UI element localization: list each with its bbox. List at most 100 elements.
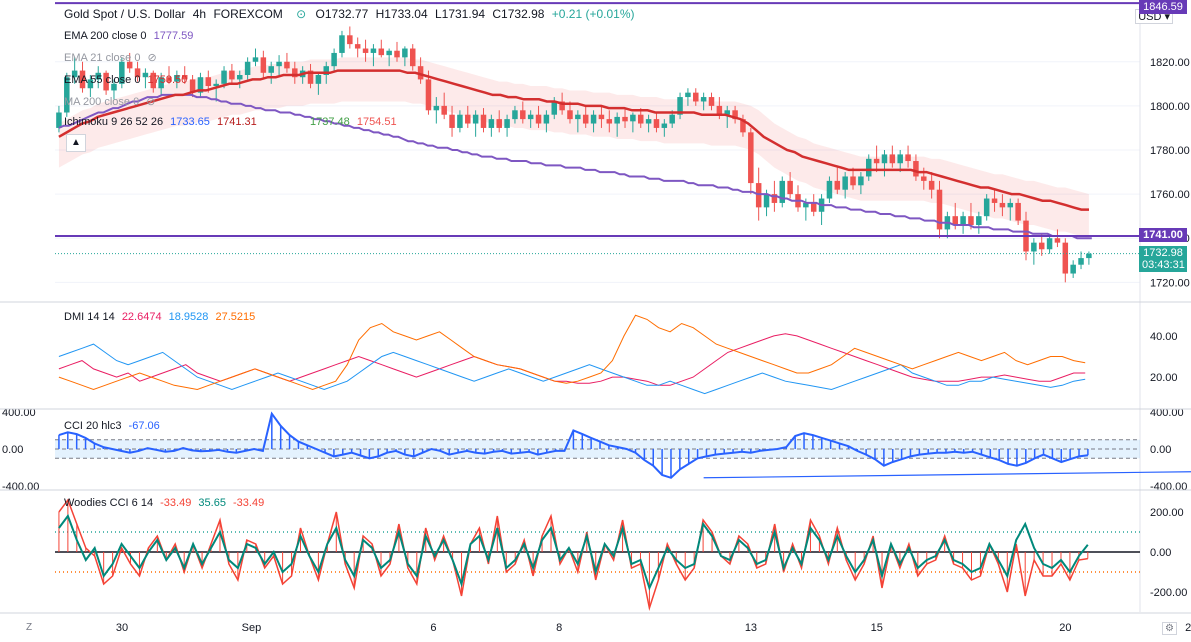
- candle-body: [873, 158, 880, 164]
- legend-cci[interactable]: CCI 20 hlc3 -67.06: [64, 420, 164, 433]
- candle-body: [386, 50, 392, 56]
- legend-ema55[interactable]: EMA 55 close 0 1753.50: [64, 74, 191, 87]
- candle-body: [999, 202, 1006, 208]
- horizontal-levels[interactable]: [55, 2, 1140, 255]
- candle-body: [370, 48, 377, 53]
- candle-body: [260, 57, 267, 73]
- dmi-minus-line: [58, 343, 1086, 395]
- price-tag-last-value: 1732.98: [1143, 247, 1183, 259]
- candle-body: [237, 75, 243, 80]
- candle-body: [181, 75, 188, 80]
- candle-body: [189, 79, 196, 93]
- time-tick-label: 30: [116, 622, 128, 634]
- candle-body: [881, 154, 888, 164]
- settings-gear-icon[interactable]: ⚙: [1162, 622, 1177, 635]
- candle-body: [520, 110, 526, 120]
- chevron-up-icon: ▲: [71, 137, 81, 148]
- candle-body: [716, 105, 723, 115]
- price-tick-label: 1820.00: [1150, 57, 1190, 69]
- woodies-cci-line: [58, 498, 1088, 611]
- symbol-interval: 4h: [192, 7, 207, 21]
- ohlc-high: H1733.04: [375, 7, 428, 21]
- candle-body: [158, 77, 164, 89]
- legend-ema200[interactable]: EMA 200 close 0 1777.59: [64, 30, 197, 43]
- candle-body: [417, 66, 424, 80]
- candle-body: [567, 110, 573, 120]
- legend-ichimoku[interactable]: Ichimoku 9 26 52 26 1733.65 1741.31: [64, 116, 261, 129]
- time-tick-label: 22: [1185, 622, 1191, 634]
- legend-ichimoku-tenkan: 1733.65: [170, 116, 210, 128]
- candle-body: [826, 180, 833, 199]
- candle-body: [637, 114, 644, 124]
- candle-body: [779, 180, 786, 203]
- candle-body: [268, 66, 274, 73]
- legend-ichimoku-kijun: 1741.31: [216, 116, 257, 128]
- candlestick-series[interactable]: [56, 26, 1092, 283]
- time-tick-label: 15: [871, 622, 883, 634]
- legend-dmi[interactable]: DMI 14 14 22.6474 18.9528 27.5215: [64, 311, 259, 324]
- candle-body: [897, 154, 903, 164]
- legend-ma200-name: MA 200 close 0: [64, 96, 140, 108]
- price-tag-resistance[interactable]: 1846.59: [1139, 0, 1187, 14]
- legend-ma200[interactable]: MA 200 close 0 ⊘: [64, 96, 160, 109]
- price-tag-resistance-value: 1846.59: [1143, 1, 1183, 13]
- legend-woodies-name: Woodies CCI 6 14: [64, 497, 154, 509]
- candle-body: [905, 154, 911, 162]
- candle-body: [213, 83, 219, 87]
- ohlc-low: L1731.94: [434, 7, 486, 21]
- cci-left-tick-label: -400.00: [2, 481, 39, 493]
- moving-average-lines: [58, 69, 1092, 240]
- woodies-tick-label: 200.00: [1150, 507, 1184, 519]
- candle-body: [252, 57, 259, 62]
- legend-ema21[interactable]: EMA 21 close 0 ⊘: [64, 52, 161, 65]
- candle-body: [928, 180, 935, 190]
- candle-body: [913, 161, 919, 177]
- price-tick-label: 1720.00: [1150, 277, 1190, 289]
- candle-body: [787, 180, 793, 195]
- cci-tick-label: 0.00: [1150, 444, 1171, 456]
- price-tick-label: 1760.00: [1150, 189, 1190, 201]
- woodies-tick-label: 0.00: [1150, 547, 1171, 559]
- candle-body: [991, 198, 998, 203]
- time-tick-label: Sep: [242, 622, 262, 634]
- price-tag-support[interactable]: 1741.00: [1139, 228, 1187, 242]
- candle-body: [472, 114, 479, 124]
- adx-line: [58, 314, 1086, 391]
- time-tick-label: 6: [430, 622, 436, 634]
- collapse-legend-button[interactable]: ▲: [66, 134, 86, 152]
- candle-body: [244, 61, 251, 75]
- price-tag-last[interactable]: 1732.98 03:43:31: [1139, 246, 1187, 272]
- candle-body: [150, 72, 157, 89]
- legend-woodies-v2: 35.65: [198, 497, 226, 509]
- candle-body: [677, 97, 683, 115]
- candle-body: [543, 114, 550, 124]
- candle-body: [79, 70, 86, 89]
- candle-body: [496, 119, 502, 128]
- pane-separators: [0, 301, 1191, 614]
- candle-body: [331, 52, 337, 67]
- candle-body: [119, 61, 125, 84]
- candle-body: [307, 70, 314, 84]
- price-axis[interactable]: 1720.001740.001760.001780.001800.001820.…: [1139, 0, 1190, 612]
- legend-cci-value: -67.06: [128, 420, 160, 432]
- candle-body: [347, 35, 353, 45]
- candle-body: [402, 48, 408, 58]
- candle-body: [803, 202, 809, 208]
- eye-hidden-icon[interactable]: ⊘: [147, 52, 157, 64]
- time-axis[interactable]: 30Sep68131520222729Oct: [116, 622, 1191, 634]
- zoom-button[interactable]: Z: [26, 622, 33, 633]
- candle-body: [582, 114, 589, 124]
- legend-woodies[interactable]: Woodies CCI 6 14 -33.49 35.65 -33.49: [64, 497, 268, 510]
- candle-body: [669, 114, 675, 124]
- cloud-area: [58, 57, 1089, 239]
- symbol-header: Gold Spot / U.S. Dollar 4h FOREXCOM ⊙ O1…: [64, 8, 639, 21]
- cci-tick-label: -400.00: [1150, 481, 1187, 493]
- candle-body: [1038, 242, 1045, 250]
- candle-body: [71, 70, 78, 78]
- price-tick-label: 1800.00: [1150, 101, 1190, 113]
- candle-body: [645, 119, 652, 124]
- dmi-tick-label: 20.00: [1150, 372, 1178, 384]
- candle-body: [748, 132, 754, 184]
- eye-hidden-icon[interactable]: ⊘: [146, 96, 156, 108]
